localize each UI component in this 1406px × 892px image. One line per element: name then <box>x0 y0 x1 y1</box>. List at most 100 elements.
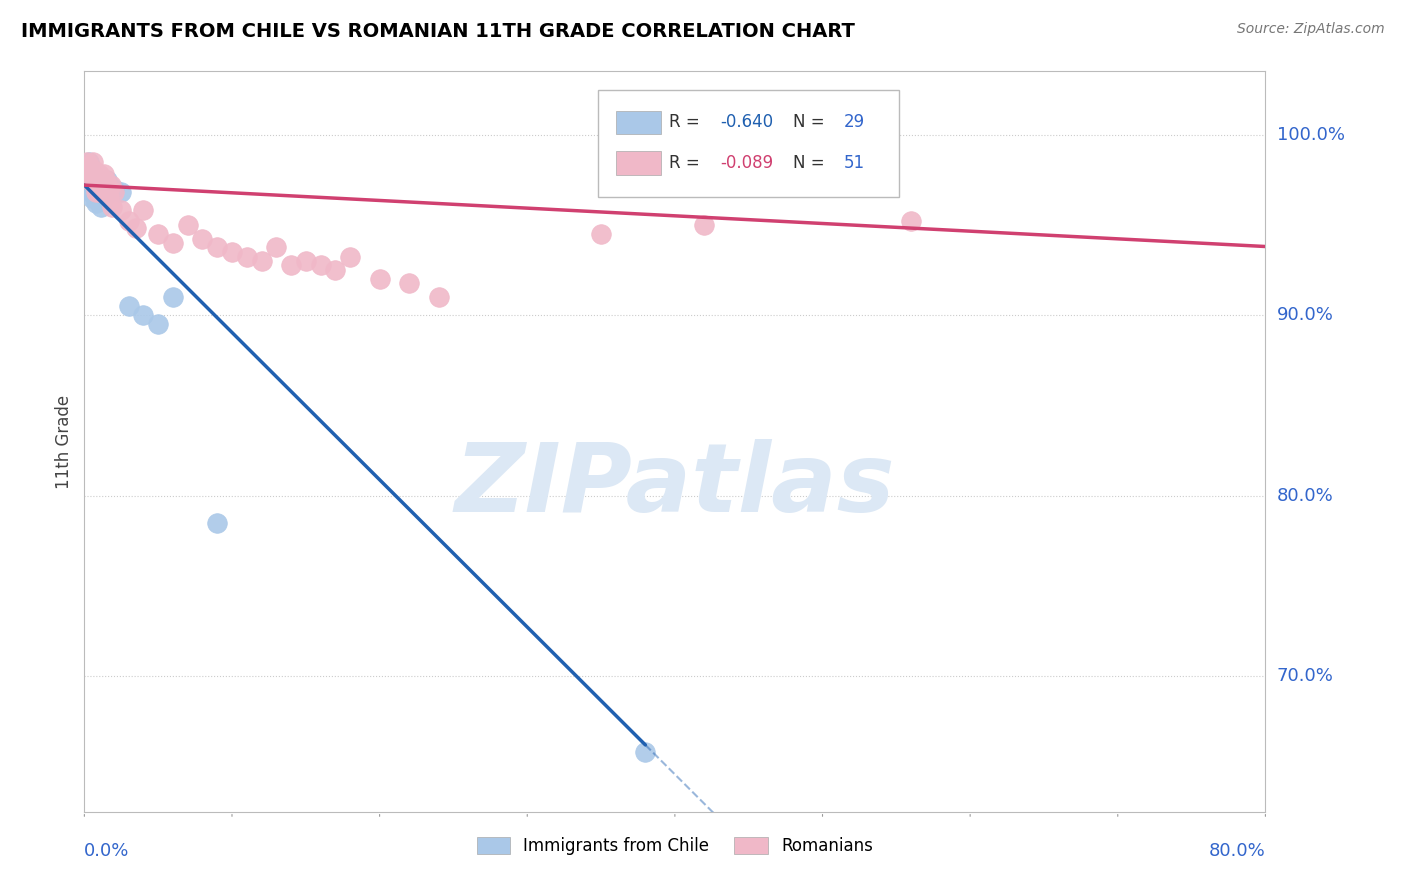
Point <box>86 172 108 186</box>
Point <box>91 186 114 200</box>
Point <box>83 172 105 186</box>
Text: 51: 51 <box>844 154 865 172</box>
FancyBboxPatch shape <box>598 90 900 197</box>
Text: 29: 29 <box>844 113 865 131</box>
Text: -0.640: -0.640 <box>720 113 773 131</box>
Point <box>125 221 148 235</box>
Point <box>900 214 922 228</box>
Point <box>83 182 105 196</box>
Point <box>221 244 243 259</box>
Point <box>591 227 613 241</box>
Text: Source: ZipAtlas.com: Source: ZipAtlas.com <box>1237 22 1385 37</box>
Point <box>79 160 101 174</box>
Legend: Immigrants from Chile, Romanians: Immigrants from Chile, Romanians <box>477 837 873 855</box>
Point <box>87 167 111 181</box>
Text: 80.0%: 80.0% <box>1277 487 1333 505</box>
Point <box>295 254 318 268</box>
Point <box>94 189 117 203</box>
Point <box>162 235 184 250</box>
Point <box>250 254 273 268</box>
Text: 0.0%: 0.0% <box>84 842 129 860</box>
Point <box>280 258 302 272</box>
Point <box>93 178 115 193</box>
Point <box>96 178 118 193</box>
Point <box>148 317 170 331</box>
Text: -0.089: -0.089 <box>720 154 773 172</box>
Point <box>80 163 103 178</box>
Point <box>87 186 111 200</box>
Point <box>94 172 117 186</box>
Point <box>207 516 229 530</box>
Point <box>82 167 104 181</box>
Point <box>90 178 112 193</box>
Point <box>90 200 112 214</box>
Text: N =: N = <box>793 154 830 172</box>
Y-axis label: 11th Grade: 11th Grade <box>55 394 73 489</box>
Point <box>339 251 361 265</box>
Point <box>207 239 229 253</box>
Point <box>79 172 101 186</box>
Point <box>83 163 105 178</box>
Text: R =: R = <box>669 113 704 131</box>
Point <box>93 167 115 181</box>
Text: ZIPatlas: ZIPatlas <box>454 440 896 533</box>
Point <box>76 172 98 186</box>
Point <box>80 178 103 193</box>
Point <box>325 263 347 277</box>
Point <box>84 167 107 181</box>
Text: R =: R = <box>669 154 704 172</box>
Point <box>118 214 141 228</box>
Point <box>177 218 200 232</box>
Text: 70.0%: 70.0% <box>1277 667 1333 685</box>
Point <box>80 172 103 186</box>
Point <box>162 290 184 304</box>
Text: IMMIGRANTS FROM CHILE VS ROMANIAN 11TH GRADE CORRELATION CHART: IMMIGRANTS FROM CHILE VS ROMANIAN 11TH G… <box>21 22 855 41</box>
Point <box>148 227 170 241</box>
Point <box>368 272 391 286</box>
Point <box>82 154 104 169</box>
Point <box>693 218 716 232</box>
Text: 100.0%: 100.0% <box>1277 126 1344 144</box>
Point <box>84 186 107 200</box>
Point <box>110 203 132 218</box>
Text: 90.0%: 90.0% <box>1277 306 1333 324</box>
Point <box>309 258 332 272</box>
Bar <box>616 152 661 175</box>
Point <box>76 154 98 169</box>
Point <box>83 178 105 193</box>
Point <box>398 276 420 290</box>
Point <box>75 163 97 178</box>
Point <box>79 167 101 181</box>
Point <box>101 200 124 214</box>
Point <box>236 251 259 265</box>
Point <box>266 239 288 253</box>
Point <box>191 232 214 246</box>
Point <box>87 191 111 205</box>
Point <box>77 182 100 196</box>
Point <box>132 203 155 218</box>
Point <box>103 186 125 200</box>
Point <box>118 299 141 313</box>
Point <box>87 177 111 191</box>
Point <box>132 308 155 322</box>
Point <box>98 191 121 205</box>
Text: N =: N = <box>793 113 830 131</box>
Point <box>84 196 107 211</box>
Point <box>75 160 97 174</box>
Point <box>96 172 118 186</box>
Point <box>110 186 132 200</box>
Point <box>91 172 114 186</box>
Point <box>634 745 657 759</box>
Point <box>427 290 450 304</box>
Point <box>82 172 104 186</box>
Point <box>86 186 108 200</box>
Bar <box>616 111 661 135</box>
Text: 80.0%: 80.0% <box>1209 842 1265 860</box>
Point <box>77 154 100 169</box>
Point <box>82 186 104 200</box>
Point <box>103 182 125 196</box>
Point <box>80 191 103 205</box>
Point <box>100 178 122 193</box>
Point <box>77 163 100 178</box>
Point <box>97 186 120 200</box>
